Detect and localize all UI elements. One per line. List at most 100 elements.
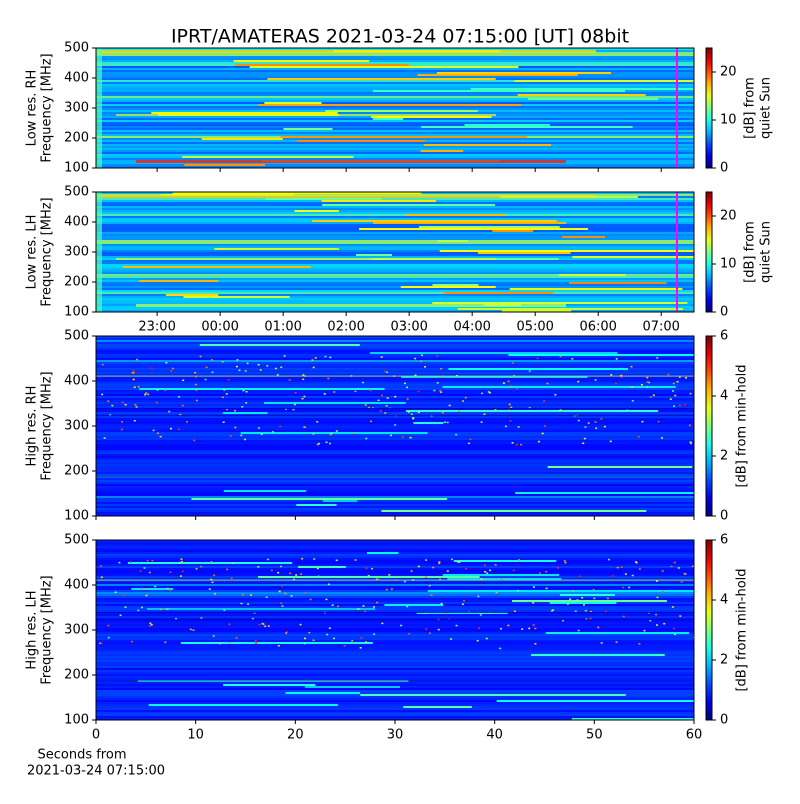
heatmap-speck	[335, 430, 338, 432]
x-tick-label: 02:00	[327, 320, 364, 335]
heatmap-row	[96, 150, 694, 152]
heatmap-speck	[628, 586, 631, 589]
heatmap-row	[96, 674, 694, 676]
heatmap-streak	[304, 686, 400, 688]
x-tick-label: 07:00	[642, 320, 679, 335]
heatmap-speck	[671, 390, 674, 392]
heatmap-row	[96, 554, 694, 556]
heatmap	[96, 540, 694, 720]
heatmap-row	[96, 378, 694, 380]
heatmap-row	[96, 506, 694, 508]
heatmap-streak	[235, 64, 409, 66]
heatmap-row	[96, 410, 694, 412]
heatmap-speck	[512, 569, 515, 572]
heatmap-speck	[684, 403, 687, 406]
heatmap-speck	[308, 631, 311, 634]
heatmap-row	[96, 696, 694, 698]
heatmap-row	[96, 668, 694, 670]
heatmap-speck	[660, 437, 663, 439]
heatmap-speck	[604, 610, 607, 613]
heatmap-speck	[221, 396, 224, 399]
heatmap-speck	[616, 566, 619, 569]
heatmap-speck	[403, 382, 406, 385]
heatmap-row	[96, 288, 694, 290]
heatmap-speck	[672, 627, 675, 630]
heatmap-row	[96, 566, 694, 568]
heatmap-streak	[496, 700, 694, 702]
heatmap-speck	[688, 424, 691, 427]
heatmap-speck	[385, 405, 388, 407]
x-axis-label: 2021-03-24 07:15:00	[27, 764, 165, 779]
heatmap-row	[96, 152, 694, 154]
heatmap-speck	[577, 419, 580, 422]
y-tick-label: 500	[64, 185, 89, 200]
heatmap-speck	[205, 366, 208, 369]
colorbar	[705, 335, 713, 517]
heatmap-streak	[517, 94, 646, 96]
heatmap-row	[96, 672, 694, 674]
heatmap-row	[96, 134, 694, 136]
heatmap-speck	[362, 381, 365, 384]
heatmap-row	[96, 488, 694, 490]
heatmap-speck	[507, 380, 510, 383]
heatmap-streak	[322, 500, 358, 502]
heatmap-speck	[516, 387, 519, 389]
heatmap-line	[96, 579, 694, 581]
heatmap-speck	[569, 598, 572, 600]
heatmap-line	[96, 375, 694, 377]
heatmap-row	[96, 564, 694, 566]
heatmap-speck	[228, 623, 231, 626]
heatmap-speck	[562, 619, 565, 622]
heatmap-speck	[134, 404, 137, 406]
heatmap-line	[96, 612, 694, 613]
heatmap-speck	[670, 565, 673, 568]
heatmap-speck	[165, 361, 168, 364]
heatmap-streak	[222, 412, 268, 414]
heatmap-speck	[164, 389, 167, 391]
heatmap-row	[96, 286, 694, 288]
heatmap-speck	[597, 626, 600, 629]
heatmap-row	[96, 386, 694, 388]
heatmap-speck	[335, 559, 338, 562]
heatmap-streak	[403, 706, 472, 708]
heatmap-row	[96, 72, 694, 74]
heatmap-speck	[277, 571, 280, 574]
colorbar-tick-label: 6	[720, 329, 728, 344]
heatmap-row	[96, 252, 694, 254]
heatmap-speck	[250, 594, 253, 596]
heatmap-speck	[641, 420, 644, 423]
heatmap-streak	[572, 256, 694, 258]
heatmap-row	[96, 226, 694, 228]
heatmap-speck	[646, 386, 649, 388]
heatmap-row	[96, 96, 694, 98]
heatmap-speck	[684, 377, 687, 379]
heatmap-speck	[414, 357, 417, 360]
heatmap-row	[96, 218, 694, 220]
heatmap-speck	[180, 560, 183, 563]
heatmap-speck	[655, 624, 658, 626]
heatmap-row	[96, 340, 694, 342]
heatmap-speck	[543, 400, 546, 402]
heatmap-row	[96, 658, 694, 660]
heatmap-row	[96, 270, 694, 272]
heatmap-streak	[267, 78, 496, 80]
heatmap-speck	[536, 357, 539, 360]
heatmap-row	[96, 418, 694, 420]
heatmap-speck	[440, 602, 443, 605]
heatmap-speck	[354, 559, 357, 561]
heatmap-row	[96, 600, 694, 602]
heatmap-row	[96, 640, 694, 642]
heatmap-speck	[656, 357, 659, 359]
heatmap-row	[96, 562, 694, 564]
heatmap-row	[96, 236, 694, 238]
heatmap-row	[96, 164, 694, 166]
heatmap-streak	[384, 604, 444, 606]
heatmap-row	[96, 56, 694, 58]
heatmap-speck	[300, 573, 303, 575]
heatmap-row	[96, 650, 694, 652]
heatmap-streak	[464, 124, 550, 126]
heatmap-speck	[124, 606, 127, 608]
heatmap-speck	[390, 434, 393, 437]
heatmap-row	[96, 464, 694, 466]
heatmap-speck	[214, 593, 217, 595]
